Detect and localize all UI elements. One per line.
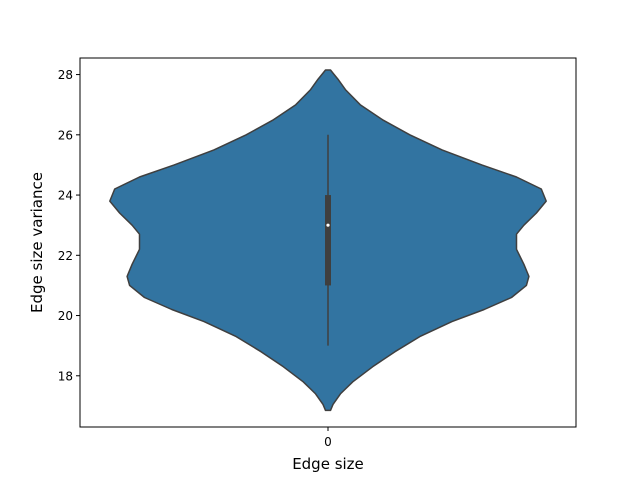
plot-area <box>109 69 547 412</box>
median-point <box>326 223 330 227</box>
y-tick-label: 26 <box>58 128 73 142</box>
x-tick-label: 0 <box>324 435 332 449</box>
y-axis: 18 20 22 24 26 28 <box>58 68 80 383</box>
x-axis: 0 <box>324 427 332 449</box>
y-tick-label: 18 <box>58 369 73 383</box>
x-axis-label: Edge size <box>292 455 364 473</box>
y-tick-label: 20 <box>58 309 73 323</box>
iqr-box <box>325 195 331 286</box>
y-axis-label: Edge size variance <box>28 172 46 313</box>
y-tick-label: 24 <box>58 189 73 203</box>
y-tick-label: 28 <box>58 68 73 82</box>
y-tick-label: 22 <box>58 249 73 263</box>
